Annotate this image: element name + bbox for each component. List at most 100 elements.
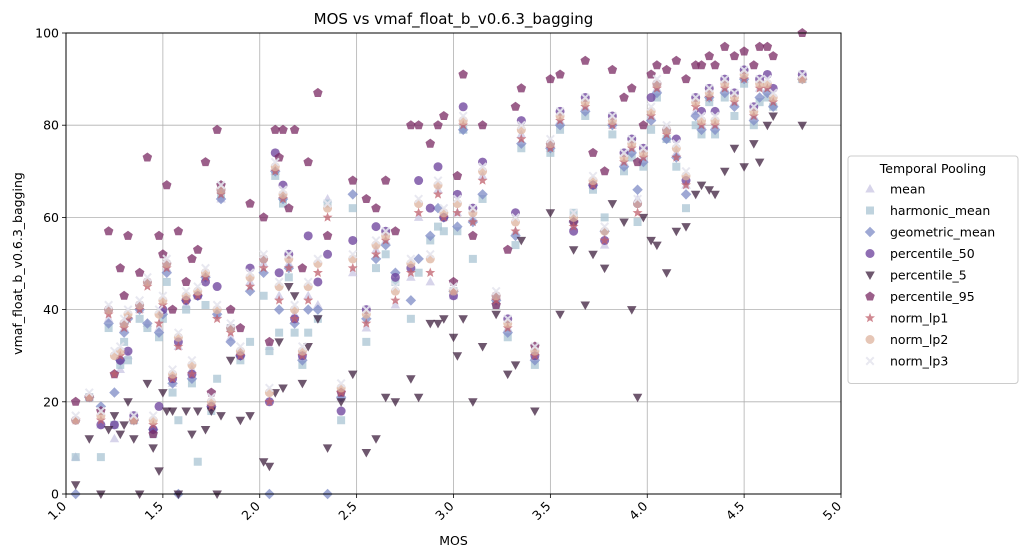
data-point [646,236,656,246]
data-point [516,120,526,130]
data-point [235,346,245,356]
data-point [245,281,256,291]
y-tick-label: 20 [43,394,59,409]
data-point [96,411,106,421]
data-point [391,277,400,286]
data-point [201,268,210,278]
data-point [619,218,629,227]
data-point [154,309,164,319]
data-point [502,327,513,338]
data-point [682,204,690,213]
data-point [71,411,81,421]
data-point [458,116,468,126]
data-point [704,51,714,61]
data-point [270,124,280,134]
data-point [370,253,382,265]
data-point [510,226,521,236]
data-point [661,269,672,278]
data-point [633,199,643,209]
data-point [599,264,610,274]
data-point [103,318,114,329]
data-point [696,60,707,70]
data-point [264,396,275,406]
data-point [361,309,371,319]
data-point [371,222,381,232]
chart-title: MOS vs vmaf_float_b_v0.6.3_bagging [314,10,594,29]
data-point [289,124,300,134]
data-point [245,272,255,282]
data-point [468,254,477,263]
data-point [406,259,416,268]
data-point [390,398,401,407]
data-point [729,88,739,98]
data-point [148,411,158,421]
data-point [433,319,443,329]
data-point [259,254,269,264]
data-point [439,315,449,324]
data-point [361,318,372,328]
data-point [348,249,358,259]
data-point [762,41,773,51]
data-point [413,120,424,130]
data-point [413,207,424,217]
data-point [336,378,346,388]
data-point [109,412,120,421]
data-point [448,276,459,286]
data-point [503,318,513,328]
data-point [259,249,269,259]
data-point [153,327,165,338]
data-point [380,393,391,403]
data-point [406,314,415,323]
data-point [672,162,681,171]
data-point [274,268,284,278]
series-norm-lp3 [71,65,807,421]
data-point [322,212,333,222]
data-point [323,249,333,259]
data-point [600,213,609,222]
data-point [225,336,236,348]
data-point [607,64,618,74]
data-point [671,139,681,149]
data-point [371,203,381,213]
data-point [627,83,637,93]
x-tick-label: 2.0 [238,498,263,523]
data-point [274,295,285,305]
data-point [273,304,285,315]
data-point [633,218,642,227]
data-point [313,259,323,268]
data-point [632,393,643,403]
data-point [652,74,662,84]
legend-item-norm-lp2: norm_lp2 [865,332,948,347]
data-point [129,435,139,444]
data-point [390,286,400,296]
data-point [681,74,691,84]
data-point [433,162,443,172]
data-point [297,342,307,351]
data-point [433,189,443,199]
data-point [406,272,416,281]
legend-item-percentile-5: percentile_5 [865,268,967,283]
x-tick-label: 4.0 [626,498,651,523]
data-point [148,444,158,453]
data-point [129,411,139,421]
data-point [96,490,106,499]
legend-item-harmonic-mean: harmonic_mean [866,203,990,218]
data-point [181,286,191,296]
legend-item-mean: mean [865,182,925,197]
grid-lines [65,32,842,495]
legend-label: norm_lp3 [890,354,948,369]
data-point [115,263,125,273]
data-point [797,70,807,79]
legend-marker [865,184,875,193]
data-point [142,379,153,389]
data-point [768,51,778,61]
data-point [720,167,730,177]
data-point [425,267,436,277]
data-point [245,263,255,273]
data-point [297,346,307,356]
data-point [103,226,114,236]
data-point [84,435,94,444]
data-point [361,194,372,203]
data-point [433,176,443,185]
data-point [414,194,424,204]
